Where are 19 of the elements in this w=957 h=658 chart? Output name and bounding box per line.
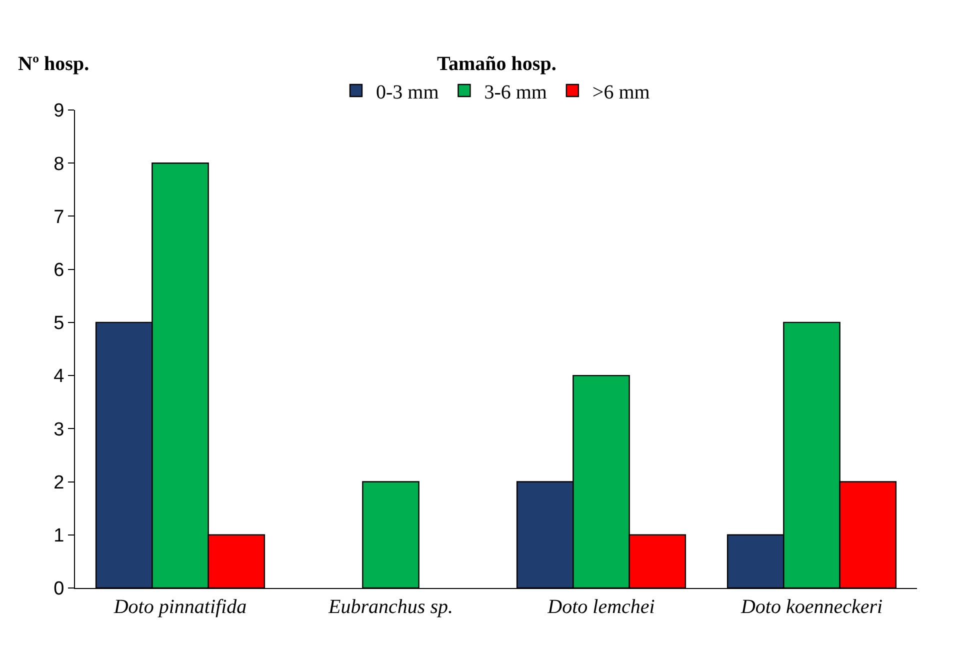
y-tick-label: 3 (54, 419, 64, 440)
legend-label: >6 mm (592, 81, 650, 104)
legend-title: Tamaño hosp. (437, 53, 556, 75)
y-tick-label: 1 (54, 526, 64, 547)
y-tick-label: 7 (54, 206, 64, 228)
y-tick-label: 5 (54, 313, 64, 334)
legend-label: 0-3 mm (376, 81, 440, 104)
y-tick-label: 0 (54, 578, 64, 600)
x-tick-label: Doto lemchei (546, 596, 655, 618)
y-tick-label: 6 (54, 260, 64, 281)
y-tick-label: 4 (54, 366, 65, 388)
y-tick-label: 8 (54, 154, 64, 175)
x-tick-label: Doto koenneckeri (740, 596, 883, 618)
x-tick-label: Eubranchus sp. (328, 596, 453, 618)
y-axis-title: Nº hosp. (18, 53, 90, 75)
legend-label: 3-6 mm (484, 81, 548, 104)
x-tick-label: Doto pinnatifida (112, 596, 247, 618)
y-tick-label: 2 (54, 472, 64, 494)
y-tick-label: 9 (54, 100, 64, 122)
